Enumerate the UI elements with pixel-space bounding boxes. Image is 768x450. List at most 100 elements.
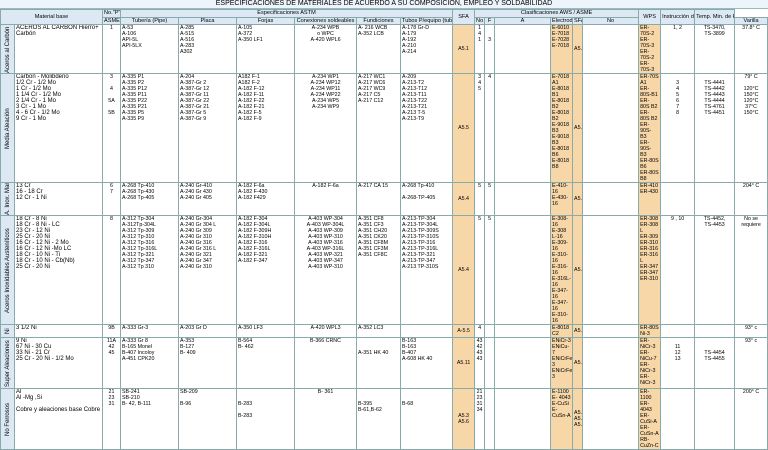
cell-a <box>494 388 552 450</box>
cell-fund: A-351 CF8 A-351 CF3 A-351 CH20 A-351 CK2… <box>356 215 401 325</box>
cell-placa: A-204 A-387-Gr 2 A-387-Gr 12 A-387-Gr 11… <box>178 73 237 183</box>
table-row: No Ferrosos Al Al -Mg ,Si Cobre y aleacio… <box>0 388 768 450</box>
header-placa: Placa <box>178 16 237 25</box>
cell-elec: E-6010 E-7018 E-7028 E-7018 <box>550 24 574 74</box>
cell-f: 5 <box>484 215 496 325</box>
header-aws: Clasificaciones AWS / ASME <box>474 9 640 18</box>
cell-forjas: B-283 B-283 <box>236 388 295 450</box>
cell-sfa2: A5.28 <box>572 73 584 183</box>
cell-f: 5 <box>484 182 496 216</box>
header-forjas: Forjas <box>236 16 295 25</box>
cell-temp: No se requiere <box>734 215 768 325</box>
cell-a <box>494 73 552 183</box>
header-sfa: SFA <box>452 9 476 25</box>
cell-label: Ni <box>0 324 15 338</box>
cell-no2 <box>582 73 640 183</box>
cell-fund: A-217 WC1 A-217 WC6 A-217 WC9 A-217 C5 A… <box>356 73 401 183</box>
cell-conex: B-366 CRNC <box>294 337 357 389</box>
header-a: A <box>494 16 552 25</box>
cell-f <box>484 324 496 338</box>
table-row: Ni 3 1/2 Ni 9B A-333 Gr-3 A-203 Gr D A-350 LF… <box>0 324 768 338</box>
cell-conex: A-403 WP-304 A-403 WP-304L A-403 WP-309 … <box>294 215 357 325</box>
cell-var: ER-1100 ER- 4043 ER-CuSi-A ER-CuSn-A RB-… <box>638 388 662 450</box>
cell-sfa2: A5.18 <box>572 24 584 74</box>
cell-tubos: B-163 B-163 B-407 A-608 HK 40 <box>399 337 454 389</box>
cell-sfa2: A5.10 A5.7 A5.8 <box>572 388 584 450</box>
cell-tubos: A-178 Gr-D A-179 A-192 A-210 A-214 <box>399 24 454 74</box>
cell-inst <box>694 324 736 338</box>
cell-label: Aceros al Carbón <box>0 24 15 74</box>
cell-no2 <box>582 182 640 216</box>
cell-a <box>494 182 552 216</box>
cell-inst <box>694 388 736 450</box>
cell-elec: E-410-16 E-430-16 <box>550 182 574 216</box>
header-conexiones: Conexiones soldeables <box>294 16 357 25</box>
header-material-base: Material base <box>0 9 103 25</box>
cell-var: ER-70S A1 ER-80S-B1 ER- 80S B2 ER- 80S B… <box>638 73 662 183</box>
header-electrodo: Electrodo (SMAW) <box>550 16 574 25</box>
cell-wps: 1, 2 <box>660 24 696 74</box>
cell-sfa: A5.4 <box>452 182 476 216</box>
cell-sfa: A5.1 <box>452 24 476 74</box>
cell-no: 5 <box>474 182 486 216</box>
cell-fund: A-352 LC3 <box>356 324 401 338</box>
cell-wps <box>660 324 696 338</box>
cell-material: 3 1/2 Ni <box>14 324 103 338</box>
cell-label: Aceros Inoxidables Austeníticos <box>0 215 15 325</box>
cell-temp: 200° C <box>734 388 768 450</box>
cell-forjas: A-182 F-304 A-182 F-304L A-182 F-309H A-… <box>236 215 295 325</box>
cell-var: ER-NiCr-3 ER-NiCu-7 ER-NiCr-3 ER-NiCr-3 <box>638 337 662 389</box>
cell-f <box>484 337 496 389</box>
header-tubos: Tubos P/equipo (tub) <box>399 16 454 25</box>
cell-f: 4 <box>484 73 496 183</box>
cell-temp: 37.8° C <box>734 24 768 74</box>
header-sfa2: SFA <box>572 16 584 25</box>
cell-forjas: A182 F-1 A182 F-2 A-182 F-12 A-182 F-11 … <box>236 73 295 183</box>
cell-wps <box>660 182 696 216</box>
cell-sfa2: A5.14 <box>572 337 584 389</box>
cell-conex: A-234 WP1 A-234 WP12 A-234 WP11 A-234 WP… <box>294 73 357 183</box>
cell-material: 9 Ni 67 Ni - 30 Cu 33 Ni - 21 Cr 25 Cr -… <box>14 337 103 389</box>
cell-conex: B- 361 <box>294 388 357 450</box>
cell-pno: 9B <box>102 324 121 338</box>
cell-temp: 204° C <box>734 182 768 216</box>
cell-elec: E-7018 A1 E-8018 B1 E-8018 B2 E-8018 B2 … <box>550 73 574 183</box>
cell-no: 3 4 5 <box>474 73 486 183</box>
cell-sfa2: A5.28 <box>572 324 584 338</box>
header-instruccion: Instrucción de Trabajo <box>660 9 696 25</box>
cell-material: 18 Cr - 8 Ni 18 Cr - 8 Ni - LC 23 Cr - 1… <box>14 215 103 325</box>
table-row: Aceros al Carbón ACEROS AL CARBON Hierro+… <box>0 24 768 74</box>
cell-temp: 79° C 120°C 150°C 120°C 37°C 150°C <box>734 73 768 183</box>
cell-f: 3 <box>484 24 496 74</box>
cell-material: Al Al -Mg ,Si Cobre y aleaciones base Co… <box>14 388 103 450</box>
cell-forjas: A-350 LF3 <box>236 324 295 338</box>
cell-wps: 3 4 5 6 7 8 <box>660 73 696 183</box>
cell-tub: A-335 P1 A-335 P2 A-335 P12 A-335 P11 A-… <box>120 73 179 183</box>
cell-pno: 1 <box>102 24 121 74</box>
header-no2: No <box>582 16 640 25</box>
cell-no: 4 <box>474 324 486 338</box>
cell-f <box>484 388 496 450</box>
header-tuberia: Tubería (Pipe) <box>120 16 179 25</box>
cell-temp: 93° c <box>734 324 768 338</box>
cell-pno: 6 7 <box>102 182 121 216</box>
document-title: ESPECIFICACIONES DE MATERIALES DE ACUERD… <box>0 0 768 9</box>
cell-tubos <box>399 324 454 338</box>
cell-a <box>494 324 552 338</box>
cell-no2 <box>582 388 640 450</box>
cell-tub: A-333 Gr-3 <box>120 324 179 338</box>
cell-sfa2: A5.9 <box>572 215 584 325</box>
cell-sfa: A5.4 <box>452 215 476 325</box>
cell-wps: 11 12 13 <box>660 337 696 389</box>
cell-placa: A-353 B-127 B- 409 <box>178 337 237 389</box>
cell-a <box>494 337 552 389</box>
cell-no2 <box>582 324 640 338</box>
cell-elec: ENiCr-3 ENiCu-7 ENiCrFe-3 ENiCrFe-3 <box>550 337 574 389</box>
cell-no: 43 42 43 43 <box>474 337 486 389</box>
cell-tub: SB-241 SB-210 B- 42, B-111 <box>120 388 179 450</box>
cell-pno: 8 <box>102 215 121 325</box>
materials-table-container: Material base No."P" Especificaciones AS… <box>0 9 768 450</box>
header-wps: WPS <box>638 9 662 25</box>
cell-fund: A-351 HK 40 <box>356 337 401 389</box>
cell-sfa: A5.3 A5.6 <box>452 388 476 450</box>
